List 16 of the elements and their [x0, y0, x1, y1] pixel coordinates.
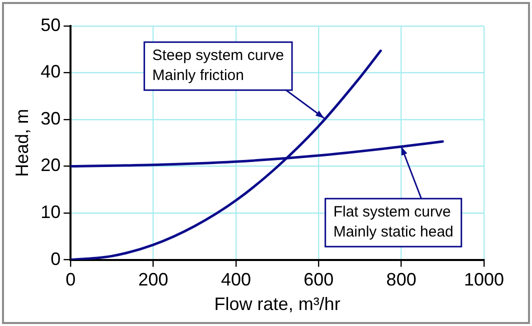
y-axis-title: Head, m [12, 108, 32, 177]
y-tick-label: 40 [40, 62, 61, 82]
annotation: Flat system curve Mainly static head [333, 203, 454, 240]
y-tick-label: 20 [40, 155, 61, 176]
y-tick-label: 50 [40, 14, 61, 35]
x-tick-label: 1000 [464, 270, 504, 290]
y-tick-label: 30 [40, 108, 61, 128]
y-tick-label: 0 [50, 248, 61, 269]
x-tick-label: 400 [220, 270, 251, 290]
annotation: Steep system curve Mainly friction [152, 46, 284, 84]
x-axis-title: Flow rate, m³/hr [214, 294, 340, 314]
x-tick-label: 600 [304, 270, 334, 290]
x-tick-label: 0 [66, 270, 76, 290]
x-tick-label: 800 [386, 270, 416, 290]
y-tick-label: 10 [40, 202, 61, 222]
x-tick-label: 200 [138, 270, 168, 290]
